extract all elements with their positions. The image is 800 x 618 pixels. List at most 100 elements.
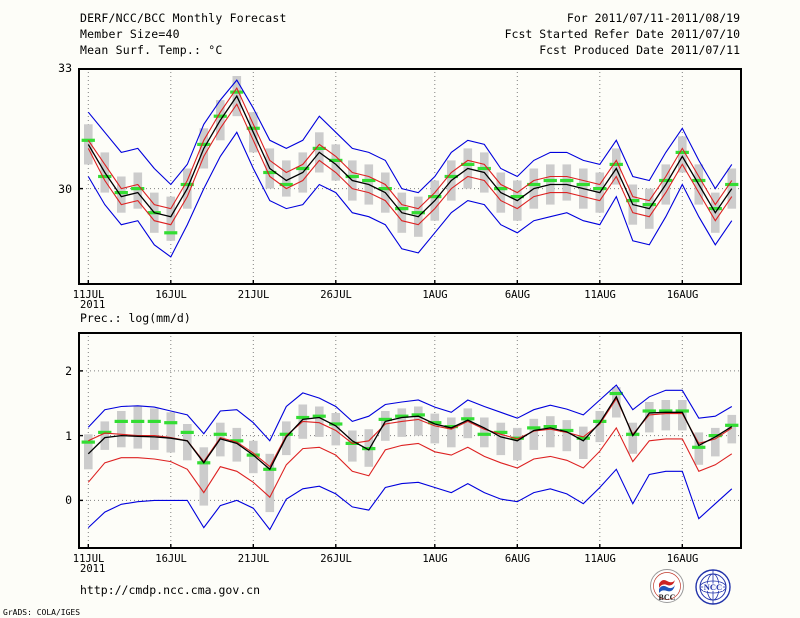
ensemble-spread-box — [727, 414, 737, 444]
series-line — [87, 131, 733, 258]
ensemble-spread-box — [628, 422, 638, 454]
xtick-label: 11JUL — [72, 553, 105, 565]
xtick-label: 26JUL — [320, 289, 352, 301]
xtick-label: 1AUG — [422, 289, 448, 301]
ensemble-spread-box — [133, 172, 143, 209]
ensemble-spread-box — [331, 144, 341, 181]
ensemble-spread-box — [166, 412, 176, 453]
ensemble-spread-box — [678, 136, 687, 173]
ensemble-spread-box — [133, 406, 143, 449]
precip-ytick-label: 1 — [65, 428, 72, 443]
ncc-logo-label: NCC — [704, 582, 722, 592]
series-line — [87, 395, 733, 471]
ensemble-spread-box — [463, 408, 473, 439]
ensemble-spread-boxes — [84, 387, 737, 513]
gridlines — [78, 68, 742, 285]
series-lines — [87, 79, 733, 258]
report-title: DERF/NCC/BCC Monthly Forecast — [80, 11, 287, 25]
ensemble-spread-box — [150, 408, 159, 450]
member-size-label: Member Size=40 — [80, 27, 180, 41]
xtick-label: 1AUG — [422, 553, 448, 565]
temp-ytick-label: 30 — [58, 181, 72, 196]
xtick-label: 16AUG — [666, 553, 699, 565]
xtick-label: 16JUL — [155, 553, 187, 565]
ensemble-spread-box — [430, 413, 440, 444]
temperature-plot-area — [78, 68, 742, 285]
ensemble-spread-box — [579, 426, 588, 459]
ensemble-spread-box — [282, 160, 291, 197]
ensemble-spread-box — [562, 420, 572, 452]
precipitation-panel — [78, 332, 742, 549]
series-line — [87, 79, 733, 194]
series-line — [87, 468, 733, 531]
ensemble-spread-box — [546, 416, 555, 448]
grads-credit: GrADS: COLA/IGES — [3, 608, 81, 617]
ensemble-spread-box — [249, 440, 258, 474]
ensemble-spread-box — [612, 387, 621, 418]
xtick-label: 6AUG — [504, 553, 531, 565]
forecast-period: For 2011/07/11-2011/08/19 — [566, 11, 740, 25]
ensemble-spread-box — [562, 164, 572, 201]
ensemble-spread-box — [678, 400, 687, 431]
series-line — [87, 94, 733, 218]
series-line — [87, 426, 733, 499]
precipitation-plot-area — [78, 332, 742, 549]
ensemble-spread-box — [331, 413, 341, 446]
ensemble-spread-box — [447, 417, 456, 448]
ensemble-spread-box — [100, 421, 110, 450]
ensemble-spread-box — [232, 427, 242, 462]
ensemble-spread-box — [612, 148, 621, 185]
ensemble-spread-box — [166, 196, 176, 241]
temperature-plot-frame — [78, 68, 742, 285]
ensemble-spread-box — [183, 424, 192, 461]
forecast-produced-date: Fcst Produced Date 2011/07/11 — [539, 43, 740, 57]
xtick-label: 26JUL — [320, 553, 352, 565]
precipitation-plot-frame — [78, 332, 742, 549]
xtick-label: 11JUL — [72, 289, 105, 301]
ensemble-spread-box — [348, 430, 357, 462]
xtick-label: 21JUL — [237, 289, 270, 301]
xtick-label: 16AUG — [666, 289, 699, 301]
xtick-label: 6AUG — [504, 289, 531, 301]
temperature-xaxis-year: 2011 — [80, 299, 106, 311]
ncc-logo: NCC — [692, 568, 734, 608]
ensemble-spread-box — [480, 417, 489, 448]
temp-ytick-label: 33 — [58, 61, 72, 75]
xtick-label: 11AUG — [584, 289, 616, 301]
ensemble-spread-box — [199, 447, 209, 506]
ensemble-spread-box — [117, 411, 126, 448]
ensemble-spread-box — [381, 411, 390, 441]
ensemble-spread-box — [595, 411, 605, 443]
bcc-logo: BCC — [645, 568, 689, 608]
ensemble-spread-box — [496, 422, 506, 456]
ensemble-spread-box — [397, 408, 407, 437]
precipitation-xaxis-year: 2011 — [80, 563, 106, 575]
precip-ytick-label: 2 — [65, 363, 72, 378]
series-line — [87, 384, 733, 442]
forecast-start-date: Fcst Started Refer Date 2011/07/10 — [504, 27, 740, 41]
ensemble-spread-box — [265, 453, 275, 513]
series-line — [87, 86, 733, 210]
ensemble-spread-box — [661, 400, 671, 431]
bcc-logo-label: BCC — [659, 593, 676, 602]
ensemble-spread-box — [84, 434, 93, 470]
temperature-panel — [78, 68, 742, 285]
ensemble-spread-box — [117, 176, 126, 213]
median-dashes — [81, 391, 739, 471]
ensemble-spread-box — [513, 427, 522, 461]
temp-panel-title: Mean Surf. Temp.: °C — [80, 43, 223, 57]
ensemble-spread-box — [414, 406, 423, 436]
precip-panel-title: Prec.: log(mm/d) — [80, 311, 191, 325]
series-line — [87, 103, 733, 226]
xtick-label: 21JUL — [237, 553, 270, 565]
series-lines — [87, 384, 733, 531]
ensemble-spread-box — [84, 124, 93, 165]
ensemble-spread-box — [529, 418, 539, 450]
ensemble-spread-box — [645, 402, 654, 433]
xtick-label: 16JUL — [155, 289, 187, 301]
ensemble-spread-box — [711, 427, 720, 457]
precip-ytick-label: 0 — [65, 493, 72, 508]
source-url[interactable]: http://cmdp.ncc.cma.gov.cn — [80, 583, 261, 597]
xtick-label: 11AUG — [584, 553, 616, 565]
